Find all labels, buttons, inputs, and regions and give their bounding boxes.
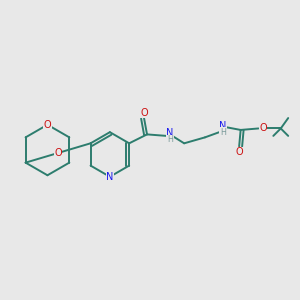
Text: H: H: [167, 135, 173, 144]
Text: O: O: [140, 108, 148, 118]
Text: N: N: [106, 172, 114, 182]
Text: O: O: [44, 120, 51, 130]
Text: N: N: [219, 121, 226, 131]
Text: O: O: [235, 147, 243, 157]
Text: H: H: [220, 128, 226, 136]
Text: O: O: [54, 148, 62, 158]
Text: N: N: [166, 128, 174, 138]
Text: O: O: [259, 124, 267, 134]
